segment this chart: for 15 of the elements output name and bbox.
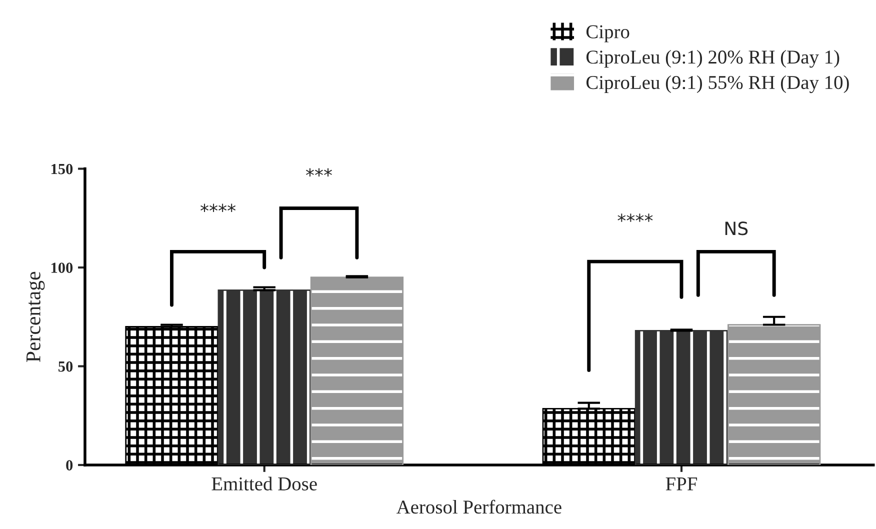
legend-label: CiproLeu (9:1) 20% RH (Day 1) [586, 50, 840, 68]
x-tick-label: FPF [666, 478, 698, 490]
annotation: *** [306, 168, 332, 176]
x-tick-label: Emitted Dose [212, 476, 317, 490]
annotation: **** [200, 204, 236, 212]
legend-label: Cipro [586, 25, 630, 42]
y-axis-title: Percentage [26, 272, 45, 362]
legend-label: CiproLeu (9:1) 55% RH (Day 10) [586, 75, 849, 94]
y-tick-label: 0 [66, 460, 73, 470]
x-axis-title: Aerosol Performance [396, 500, 562, 514]
annotation: **** [618, 214, 653, 222]
y-tick-label: 150 [51, 164, 73, 174]
y-tick-label: 100 [51, 262, 73, 273]
annotation: NS [725, 222, 748, 236]
y-tick-label: 50 [58, 361, 73, 372]
